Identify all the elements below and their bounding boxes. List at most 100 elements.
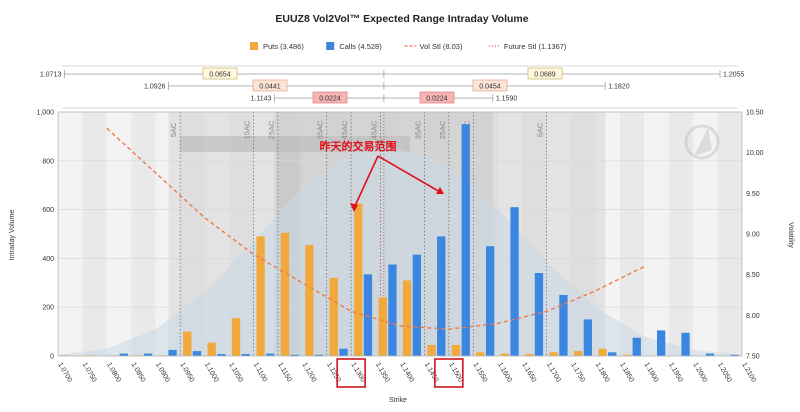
chart-title: EUUZ8 Vol2Vol™ Expected Range Intraday V… (275, 13, 528, 25)
zone-label: 35AC (316, 120, 325, 139)
range-value-label: 0.0689 (534, 72, 556, 79)
y-right-tick: 7.50 (746, 354, 760, 361)
range-value-box (419, 91, 455, 104)
x-tick: 1.1700 (545, 362, 562, 384)
background-band (644, 112, 669, 356)
calls-bar (388, 264, 397, 356)
calls-bar (290, 354, 299, 356)
legend-label: Vol Stl (8.03) (420, 42, 463, 51)
calls-bar (192, 351, 202, 356)
y-left-tick: 0 (50, 354, 54, 361)
puts-bar (500, 353, 509, 356)
x-axis-label: Strike (389, 397, 407, 404)
zone-label: 25AC (267, 120, 276, 139)
x-tick: 1.1650 (520, 362, 537, 384)
watermark-ring (684, 124, 720, 160)
calls-bar (632, 337, 641, 356)
puts-bar (451, 345, 461, 356)
x-tick: 1.2050 (716, 362, 733, 384)
x-tick: 1.2000 (691, 362, 708, 384)
range-right-value: 1.2055 (723, 72, 745, 79)
x-tick: 1.0750 (81, 362, 98, 384)
annotation-arrow (377, 155, 441, 193)
calls-bar (559, 295, 568, 356)
background-band (131, 112, 156, 356)
calls-bar (510, 207, 519, 356)
puts-bar (427, 345, 436, 356)
calls-bar (119, 353, 128, 356)
zone-label: 45AC (369, 120, 378, 139)
calls-bar (681, 332, 690, 356)
calls-bar (168, 349, 177, 356)
vol-settle-line (106, 127, 645, 330)
calls-bar (583, 319, 592, 356)
range-left-value: 1.0926 (144, 84, 166, 91)
range-value-label: 0.0454 (479, 84, 501, 91)
background-band (668, 112, 694, 356)
watermark-mark (694, 128, 712, 156)
x-tick: 1.1400 (398, 362, 415, 384)
annotation-arrow (353, 155, 379, 209)
background-band (717, 112, 742, 356)
expected-range-panel: 1.0713 1.2055 0.0654 0.0689 1.0926 1.1820 0.04… (40, 65, 745, 109)
puts-bar (622, 354, 632, 356)
calls-bar (705, 353, 715, 356)
y-right-tick: 9.50 (746, 191, 760, 198)
y-left-tick: 600 (42, 207, 54, 214)
x-tick: 1.1450 (423, 362, 440, 384)
highlight-box (336, 358, 366, 388)
plot-frame (57, 111, 743, 357)
range-value-label: 0.0224 (319, 96, 341, 103)
y-right-tick: 9.00 (746, 232, 760, 239)
legend-swatch (326, 42, 335, 50)
puts-bar (402, 280, 412, 356)
calls-bar (241, 354, 250, 356)
x-tick: 1.0950 (178, 362, 195, 384)
x-tick: 1.1600 (496, 362, 513, 384)
calls-bar (608, 352, 617, 356)
x-tick: 1.1050 (227, 362, 244, 384)
zone-label: 15AC (242, 120, 251, 139)
puts-bar (280, 232, 290, 356)
legend-label: Calls (4.528) (339, 42, 382, 51)
y-left-tick: 1,000 (36, 110, 54, 117)
background-band (693, 112, 718, 356)
puts-bar (476, 352, 485, 356)
range-value-box (472, 79, 508, 92)
calls-bar (315, 354, 324, 356)
x-tick: 1.1000 (203, 362, 220, 384)
range-value-box (312, 91, 348, 104)
legend-label: Future Stl (1.1367) (504, 42, 567, 51)
y-left-tick: 400 (42, 256, 54, 263)
puts-bar (231, 318, 241, 356)
puts-bar (354, 203, 363, 356)
range-marker-bar (180, 136, 410, 152)
calls-bar (437, 236, 446, 356)
range-value-label: 0.0224 (426, 96, 448, 103)
range-right-value: 1.1590 (496, 96, 518, 103)
background-band (619, 112, 645, 356)
distribution-area (58, 146, 742, 356)
range-value-box (527, 67, 563, 80)
x-tick: 1.1350 (374, 362, 391, 384)
calls-bar (461, 124, 470, 356)
x-tick: 1.0800 (105, 362, 122, 384)
calls-bar (534, 273, 544, 356)
puts-bar (329, 277, 338, 356)
y-axis-right-label: Volatility (787, 222, 794, 248)
background-band (82, 112, 107, 356)
legend-swatch (250, 42, 258, 50)
puts-bar (573, 351, 583, 356)
zone-label: 35AC (413, 120, 422, 139)
range-value-box (202, 67, 238, 80)
calls-bar (486, 246, 495, 356)
zone-label: 5AC (169, 122, 178, 137)
x-tick: 1.1250 (325, 362, 342, 384)
puts-bar (525, 354, 534, 356)
y-right-tick: 10.00 (746, 150, 764, 157)
x-tick: 1.1800 (594, 362, 611, 384)
puts-bar (549, 352, 558, 356)
y-right-tick: 10.50 (746, 110, 764, 117)
puts-bar (256, 236, 265, 356)
calls-bar (363, 274, 373, 356)
